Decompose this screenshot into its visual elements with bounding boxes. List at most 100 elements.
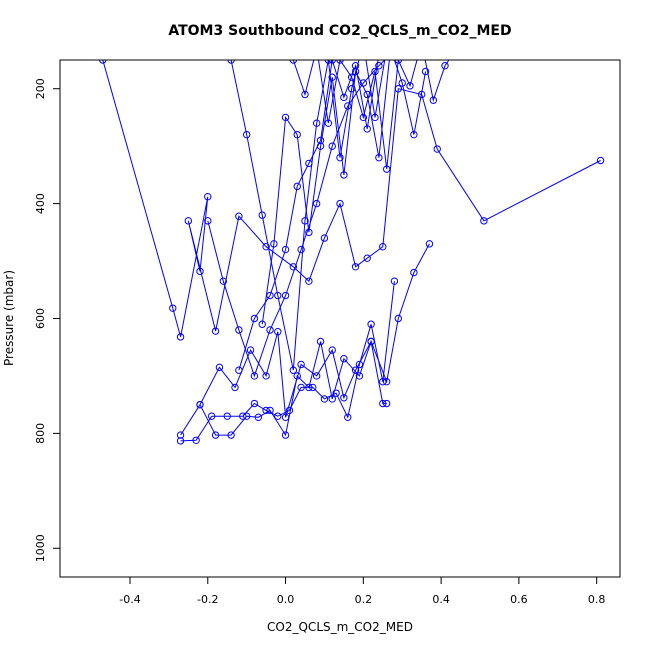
data-point [351, 67, 360, 76]
data-point [176, 333, 185, 341]
data-point [184, 217, 193, 225]
data-point [297, 360, 305, 369]
data-point [394, 85, 403, 93]
data-point [305, 277, 313, 285]
data-point [207, 412, 216, 420]
plot-lines [102, 60, 601, 442]
data-point [196, 400, 204, 409]
data-point [293, 130, 301, 139]
data-point [312, 119, 321, 127]
data-point [235, 326, 243, 334]
data-point [204, 217, 212, 225]
data-point [363, 125, 371, 133]
data-point [250, 372, 259, 380]
data-point [351, 263, 360, 271]
data-point [266, 406, 274, 415]
series-line-5 [207, 60, 386, 378]
data-point [262, 406, 270, 415]
data-point [254, 413, 263, 422]
x-axis: -0.4 -0.2 0.0 0.2 0.4 0.6 0.8 [119, 577, 605, 606]
data-point [274, 291, 282, 300]
data-point [316, 337, 325, 346]
plot-points [99, 60, 605, 445]
data-point [351, 366, 360, 374]
data-point [425, 240, 434, 248]
data-point [363, 254, 371, 262]
y-tick-label: 1000 [34, 534, 47, 562]
data-point [281, 413, 290, 422]
data-point [281, 245, 290, 254]
data-point [293, 182, 301, 191]
data-point [347, 85, 356, 93]
data-point [324, 60, 333, 64]
x-tick-label: 0.8 [588, 593, 606, 606]
data-point [328, 73, 336, 81]
data-point [215, 363, 224, 372]
data-point [285, 406, 294, 415]
x-tick-label: -0.4 [119, 593, 140, 606]
data-point [258, 320, 266, 328]
data-point [274, 328, 282, 336]
data-point [305, 159, 313, 168]
x-tick-label: 0.0 [277, 593, 295, 606]
data-point [235, 212, 243, 220]
series-line-8 [238, 60, 379, 371]
data-point [223, 412, 231, 420]
data-point [328, 142, 336, 150]
data-point [332, 389, 340, 397]
data-point [262, 372, 270, 380]
data-point [324, 119, 333, 127]
data-point [316, 142, 325, 150]
data-point [281, 113, 290, 122]
data-point [192, 436, 200, 444]
data-point [328, 60, 336, 64]
x-tick-label: 0.2 [355, 593, 373, 606]
data-point [406, 82, 414, 90]
series-line-9 [292, 60, 450, 170]
data-point [382, 165, 391, 173]
data-point [297, 245, 305, 254]
data-point [305, 383, 313, 392]
data-point [297, 383, 305, 392]
data-point [231, 383, 239, 392]
data-point [336, 60, 344, 64]
data-point [355, 372, 364, 380]
data-point [336, 199, 344, 208]
series-line-3 [180, 281, 395, 442]
data-point [227, 60, 235, 64]
data-point [250, 399, 259, 408]
data-point [351, 62, 360, 70]
data-point [289, 366, 298, 374]
data-point [363, 90, 371, 99]
data-point [340, 355, 348, 363]
data-point [394, 60, 403, 64]
data-point [355, 360, 364, 369]
data-point [99, 60, 107, 64]
data-point [336, 153, 344, 162]
data-point [596, 156, 605, 165]
data-point [250, 314, 259, 323]
data-point [382, 399, 391, 408]
data-point [375, 153, 383, 162]
data-point [382, 377, 391, 386]
data-point [242, 130, 251, 139]
data-point [320, 395, 329, 403]
data-point [169, 304, 177, 312]
data-point [266, 326, 274, 334]
data-point [371, 113, 379, 122]
data-point [312, 199, 321, 208]
data-point [266, 291, 274, 300]
data-point [340, 93, 348, 102]
data-point [211, 431, 220, 439]
x-axis-label: CO2_QCLS_m_CO2_MED [267, 620, 413, 634]
data-point [270, 240, 278, 248]
series-line-4 [199, 339, 387, 437]
data-point [312, 372, 321, 380]
data-point [480, 217, 488, 225]
y-tick-label: 800 [34, 423, 47, 444]
data-point [293, 372, 301, 380]
data-point [289, 263, 298, 271]
data-point [375, 62, 383, 70]
